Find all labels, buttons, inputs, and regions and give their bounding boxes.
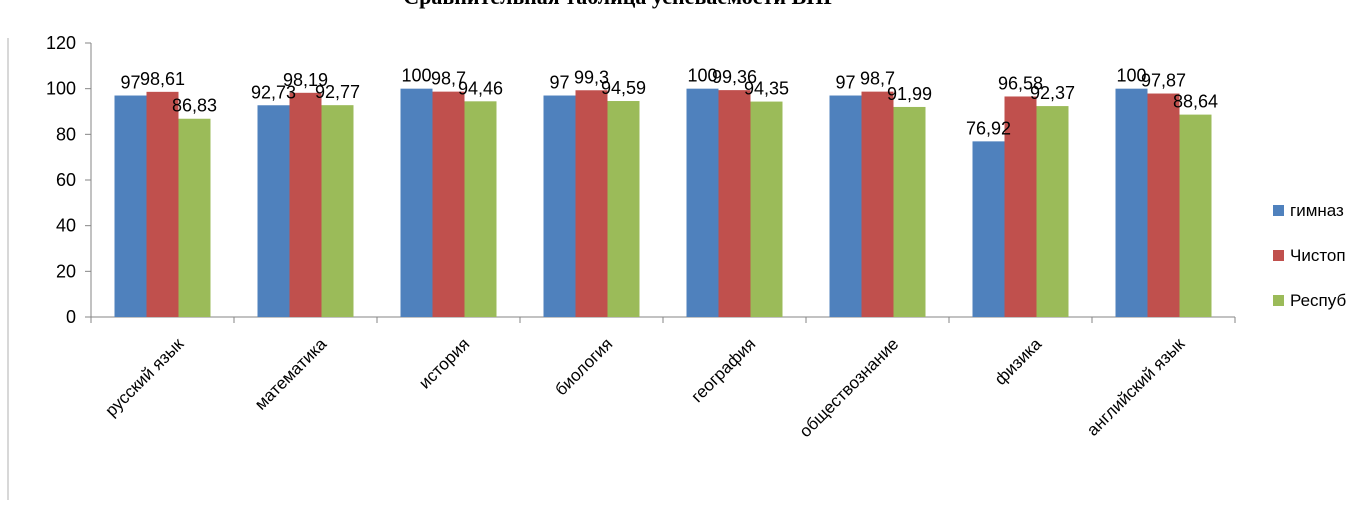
legend-swatch — [1273, 295, 1284, 306]
data-label: 91,99 — [887, 84, 932, 104]
legend-label: Респуб — [1290, 291, 1346, 310]
x-category-label: английский язык — [1083, 334, 1189, 440]
bar — [893, 106, 926, 317]
x-category-label: география — [688, 334, 760, 406]
y-tick-label: 120 — [46, 33, 76, 53]
data-label: 92,77 — [315, 82, 360, 102]
data-label: 94,59 — [601, 78, 646, 98]
x-category-label: обществознание — [796, 334, 903, 441]
y-tick-label: 60 — [56, 170, 76, 190]
bar — [178, 118, 211, 318]
bar — [829, 95, 862, 318]
y-tick-label: 100 — [46, 79, 76, 99]
bar — [543, 95, 576, 318]
x-category-label: история — [415, 334, 473, 392]
data-label: 86,83 — [172, 96, 217, 116]
y-tick-label: 20 — [56, 261, 76, 281]
bar — [750, 101, 783, 317]
data-label: 99,36 — [712, 67, 757, 87]
data-label: 100 — [687, 66, 717, 86]
bar — [146, 91, 179, 317]
data-label: 100 — [1116, 66, 1146, 86]
legend-swatch — [1273, 205, 1284, 216]
bar — [1036, 106, 1069, 317]
y-tick-label: 40 — [56, 216, 76, 236]
bar — [321, 105, 354, 317]
bar — [114, 95, 147, 318]
bar — [1115, 88, 1148, 318]
legend-label: гимназ — [1290, 201, 1344, 220]
data-label: 98,19 — [283, 70, 328, 90]
bar — [1179, 114, 1212, 317]
bar — [972, 141, 1005, 317]
legend-swatch — [1273, 250, 1284, 261]
plot-area: 0 20 40 60 80 100 120 русский язык математика ист… — [46, 33, 1236, 441]
data-label: 97 — [835, 73, 855, 93]
data-label: 94,46 — [458, 78, 503, 98]
data-label: 92,73 — [251, 82, 296, 102]
legend: гимназ Чистоп Респуб — [1273, 201, 1346, 310]
bar — [464, 101, 497, 317]
bar — [1147, 93, 1180, 317]
bar — [289, 92, 322, 317]
data-label: 92,37 — [1030, 83, 1075, 103]
bar — [861, 91, 894, 317]
bar — [257, 105, 290, 317]
x-category-label: биология — [551, 334, 616, 399]
data-label: 76,92 — [966, 118, 1011, 138]
bar — [575, 90, 608, 317]
data-label: 98,7 — [431, 69, 466, 89]
data-label: 99,3 — [574, 67, 609, 87]
y-tick-label: 80 — [56, 124, 76, 144]
bar — [432, 91, 465, 317]
bar — [718, 90, 751, 318]
x-category-label: русский язык — [101, 334, 187, 420]
data-label: 96,58 — [998, 73, 1043, 93]
data-label: 98,7 — [860, 69, 895, 89]
data-label: 94,35 — [744, 79, 789, 99]
x-category-label: математика — [251, 334, 331, 414]
data-label: 98,61 — [140, 69, 185, 89]
data-label: 97 — [120, 73, 140, 93]
data-label: 88,64 — [1173, 92, 1218, 112]
bar — [686, 88, 719, 318]
data-label: 97,87 — [1141, 71, 1186, 91]
bar — [607, 101, 640, 317]
bar — [400, 88, 433, 318]
data-label: 100 — [401, 66, 431, 86]
legend-label: Чистоп — [1290, 246, 1346, 265]
chart-title: Сравнительная таблица успеваемости ВПР — [300, 0, 940, 10]
y-tick-label: 0 — [66, 307, 76, 327]
bar — [1004, 96, 1037, 317]
data-label: 97 — [549, 73, 569, 93]
x-category-label: физика — [991, 334, 1046, 389]
